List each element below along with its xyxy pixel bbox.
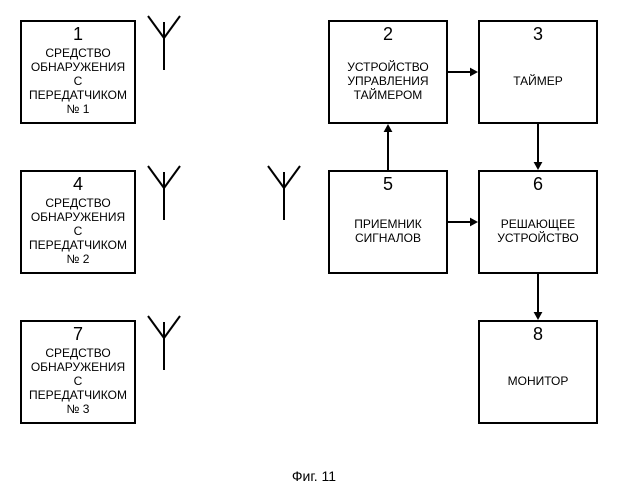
antennas-layer — [0, 0, 628, 500]
figure-caption: Фиг. 11 — [0, 468, 628, 484]
diagram-canvas: 1 СРЕДСТВО ОБНАРУЖЕНИЯ С ПЕРЕДАТЧИКОМ № … — [0, 0, 628, 500]
